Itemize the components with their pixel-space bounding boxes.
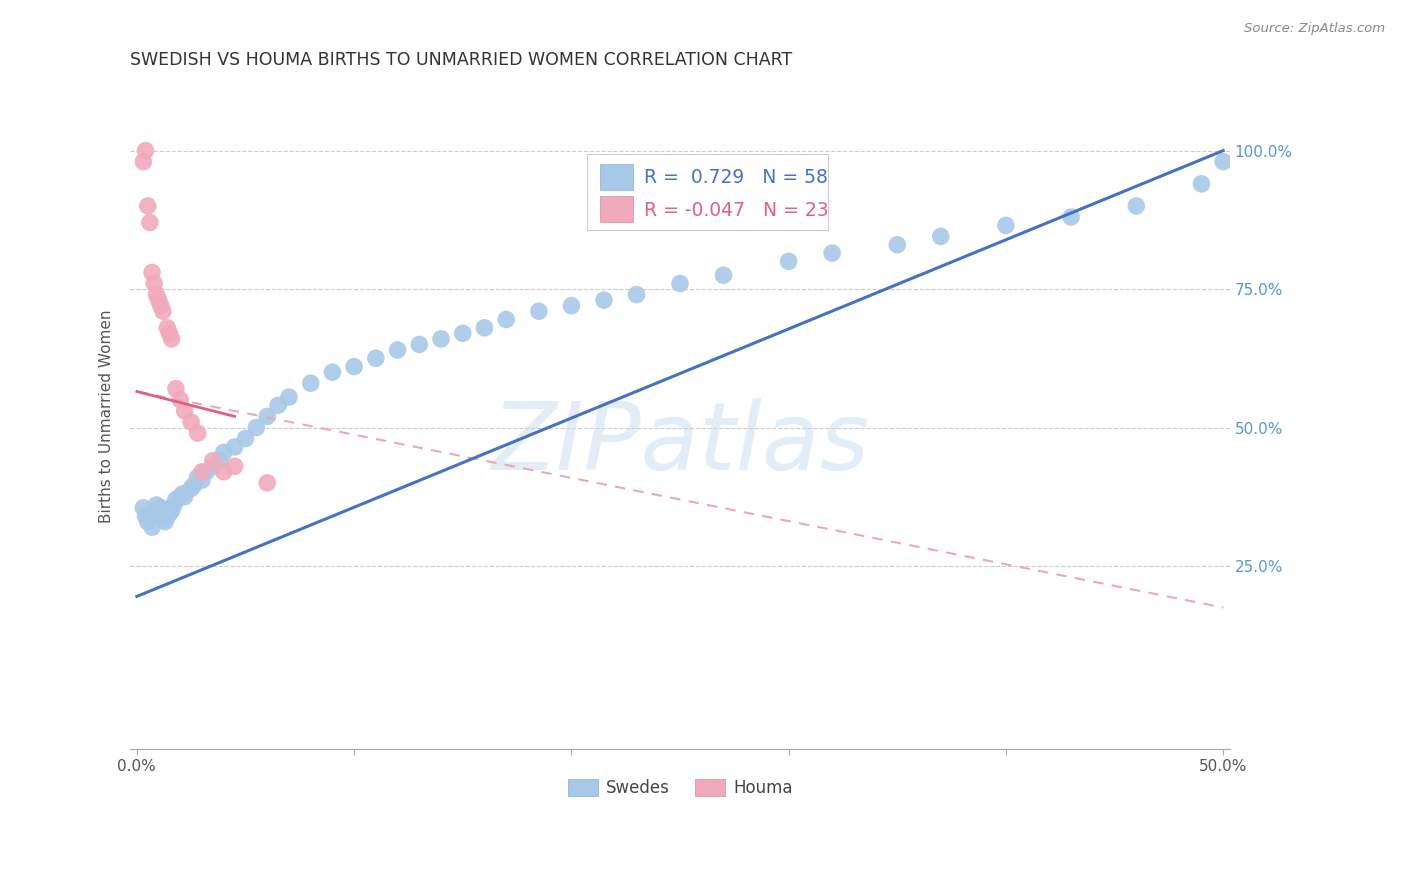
Point bbox=[172, 487, 194, 501]
Point bbox=[139, 216, 162, 230]
Point bbox=[451, 326, 474, 341]
Point bbox=[159, 506, 181, 520]
Point bbox=[256, 475, 278, 490]
Point bbox=[135, 144, 157, 158]
Text: Source: ZipAtlas.com: Source: ZipAtlas.com bbox=[1244, 22, 1385, 36]
Point bbox=[212, 465, 235, 479]
Point bbox=[208, 454, 231, 468]
Point bbox=[173, 490, 195, 504]
Point bbox=[136, 199, 159, 213]
Point bbox=[145, 287, 167, 301]
Point bbox=[180, 415, 202, 429]
Point bbox=[132, 154, 155, 169]
Point bbox=[187, 425, 209, 440]
Point bbox=[224, 440, 246, 454]
Y-axis label: Births to Unmarried Women: Births to Unmarried Women bbox=[100, 310, 114, 524]
Point bbox=[430, 332, 453, 346]
Point bbox=[527, 304, 550, 318]
Point bbox=[1212, 154, 1234, 169]
Point bbox=[821, 246, 844, 260]
Point bbox=[929, 229, 952, 244]
Point bbox=[165, 492, 187, 507]
Point bbox=[139, 506, 162, 520]
Point bbox=[132, 500, 155, 515]
Point bbox=[163, 498, 186, 512]
Text: R =  0.729   N = 58: R = 0.729 N = 58 bbox=[644, 168, 828, 186]
Legend: Swedes, Houma: Swedes, Houma bbox=[561, 772, 799, 804]
Point bbox=[201, 454, 224, 468]
Point bbox=[141, 520, 163, 534]
Point bbox=[256, 409, 278, 424]
Point bbox=[299, 376, 322, 391]
Point bbox=[145, 498, 167, 512]
Point bbox=[187, 470, 209, 484]
Point bbox=[994, 219, 1017, 233]
Point bbox=[149, 299, 172, 313]
Point bbox=[495, 312, 517, 326]
Point bbox=[1060, 210, 1083, 224]
Point bbox=[626, 287, 648, 301]
Point bbox=[148, 293, 170, 307]
FancyBboxPatch shape bbox=[600, 195, 633, 222]
Point bbox=[136, 515, 159, 529]
Point bbox=[408, 337, 430, 351]
Point bbox=[235, 432, 257, 446]
Point bbox=[173, 404, 195, 418]
Point bbox=[245, 420, 267, 434]
Point bbox=[364, 351, 387, 366]
Point bbox=[143, 503, 166, 517]
Point bbox=[474, 321, 496, 335]
Point bbox=[149, 500, 172, 515]
Point bbox=[593, 293, 616, 307]
Point bbox=[267, 398, 290, 412]
Point bbox=[1125, 199, 1147, 213]
Point bbox=[387, 343, 409, 357]
Point bbox=[1191, 177, 1213, 191]
Point bbox=[343, 359, 366, 374]
Point bbox=[180, 482, 202, 496]
Point bbox=[224, 459, 246, 474]
Point bbox=[169, 392, 191, 407]
Point bbox=[183, 478, 205, 492]
Point bbox=[201, 459, 224, 474]
Point bbox=[165, 382, 187, 396]
Point bbox=[148, 509, 170, 524]
Point bbox=[169, 490, 191, 504]
Point bbox=[156, 321, 179, 335]
Text: SWEDISH VS HOUMA BIRTHS TO UNMARRIED WOMEN CORRELATION CHART: SWEDISH VS HOUMA BIRTHS TO UNMARRIED WOM… bbox=[131, 51, 793, 69]
Point bbox=[321, 365, 343, 379]
Point bbox=[212, 445, 235, 459]
Point bbox=[153, 515, 176, 529]
Point bbox=[135, 509, 157, 524]
Point bbox=[191, 473, 214, 487]
FancyBboxPatch shape bbox=[586, 154, 828, 230]
Point bbox=[560, 299, 582, 313]
Point bbox=[713, 268, 735, 283]
Point bbox=[159, 326, 181, 341]
Text: ZIPatlas: ZIPatlas bbox=[491, 398, 869, 489]
Point bbox=[886, 237, 908, 252]
Point bbox=[669, 277, 692, 291]
Text: R = -0.047   N = 23: R = -0.047 N = 23 bbox=[644, 201, 828, 220]
Point bbox=[160, 332, 183, 346]
Point bbox=[191, 465, 214, 479]
Point bbox=[152, 304, 174, 318]
Point bbox=[160, 503, 183, 517]
Point bbox=[152, 512, 174, 526]
Point bbox=[141, 265, 163, 279]
Point bbox=[156, 509, 179, 524]
Point bbox=[143, 277, 166, 291]
FancyBboxPatch shape bbox=[600, 164, 633, 191]
Point bbox=[778, 254, 800, 268]
Point bbox=[278, 390, 301, 404]
Point bbox=[195, 465, 218, 479]
